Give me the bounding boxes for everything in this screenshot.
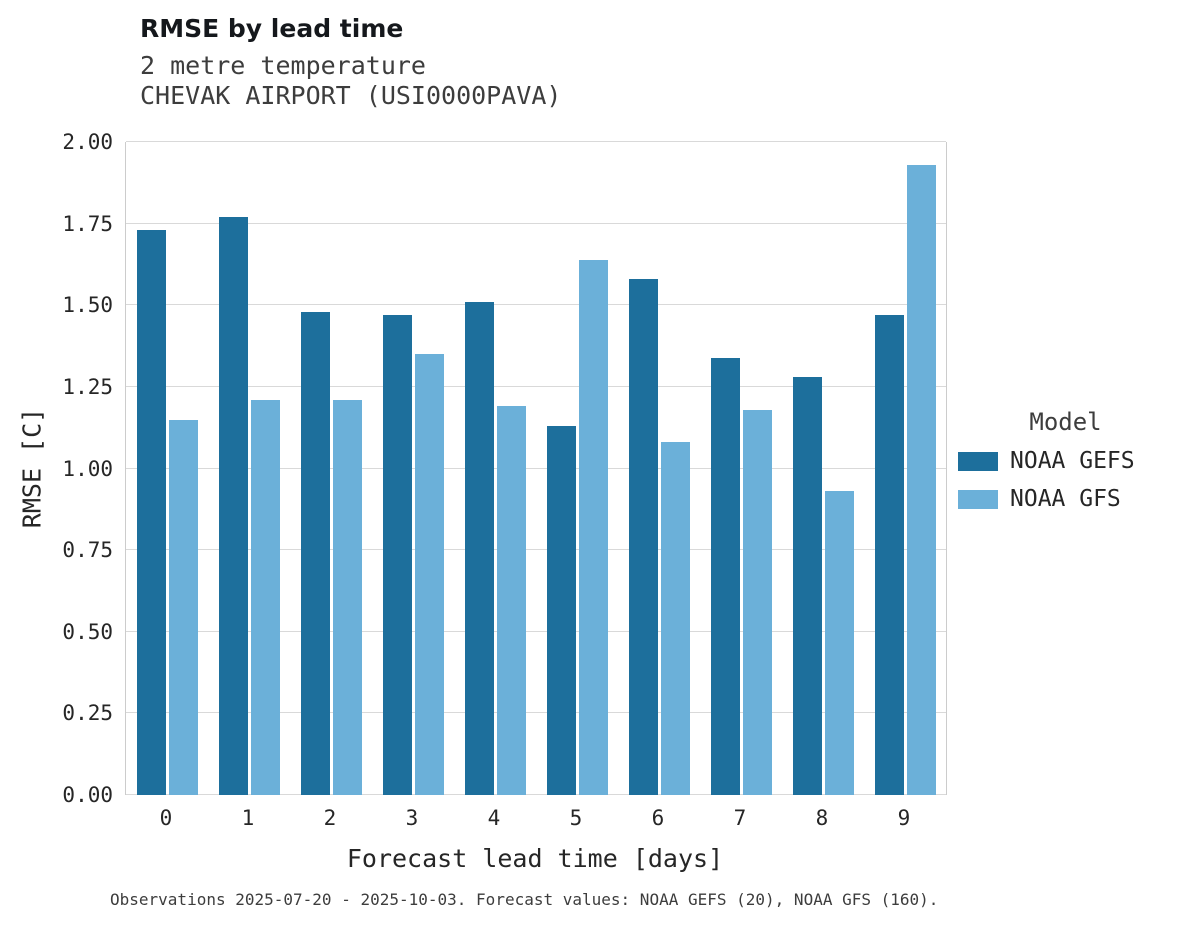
x-tick-label: 4 bbox=[487, 806, 501, 830]
bar-noaa-gfs bbox=[660, 442, 690, 795]
x-tick-label: 9 bbox=[897, 806, 911, 830]
bar-noaa-gfs bbox=[250, 399, 280, 795]
y-tick-label: 0.00 bbox=[62, 783, 113, 807]
chart-subtitle-variable: 2 metre temperature bbox=[140, 51, 426, 80]
y-tick-label: 1.75 bbox=[62, 211, 113, 236]
y-tick-label: 0.25 bbox=[62, 701, 113, 726]
y-axis-ticks: 0.00 0.25 0.50 0.75 1.00 1.25 1.50 1.75 2.00 bbox=[0, 130, 113, 807]
bar-noaa-gefs bbox=[628, 279, 658, 795]
y-tick-label: 1.50 bbox=[62, 293, 113, 318]
bar-noaa-gefs bbox=[382, 315, 412, 795]
bar-noaa-gefs bbox=[218, 217, 248, 795]
y-tick-label: 2.00 bbox=[62, 130, 113, 154]
bar-noaa-gfs bbox=[578, 259, 608, 795]
x-tick-label: 0 bbox=[159, 806, 173, 830]
bar-group-5 bbox=[536, 142, 618, 795]
legend-entries: NOAA GEFS NOAA GFS bbox=[958, 448, 1173, 512]
bar-noaa-gfs bbox=[414, 354, 444, 795]
bar-noaa-gefs bbox=[546, 426, 576, 795]
y-tick-label: 0.75 bbox=[62, 538, 113, 563]
bar-noaa-gefs bbox=[464, 302, 494, 795]
gridline bbox=[126, 304, 946, 306]
x-tick-label: 6 bbox=[651, 806, 665, 830]
bar-noaa-gefs bbox=[792, 377, 822, 795]
x-axis-label: Forecast lead time [days] bbox=[346, 844, 724, 873]
bar-noaa-gfs bbox=[168, 419, 198, 795]
x-axis-ticks: 0 1 2 3 4 5 6 7 8 9 bbox=[125, 806, 945, 830]
gridline bbox=[126, 141, 946, 142]
y-tick-label: 1.25 bbox=[62, 374, 113, 399]
gridline bbox=[126, 385, 946, 387]
bar-group-6 bbox=[618, 142, 700, 795]
x-tick-label: 2 bbox=[323, 806, 337, 830]
bar-noaa-gfs bbox=[496, 406, 526, 795]
legend-swatch bbox=[958, 451, 998, 471]
bar-group-7 bbox=[700, 142, 782, 795]
chart-title: RMSE by lead time bbox=[140, 14, 404, 43]
bar-group-0 bbox=[126, 142, 208, 795]
gridline bbox=[126, 630, 946, 632]
bar-noaa-gefs bbox=[710, 357, 740, 795]
legend: Model NOAA GEFS NOAA GFS bbox=[958, 408, 1173, 512]
bar-noaa-gefs bbox=[874, 315, 904, 795]
bar-noaa-gfs bbox=[332, 399, 362, 795]
caption: Observations 2025-07-20 - 2025-10-03. Fo… bbox=[110, 890, 939, 909]
x-tick-label: 5 bbox=[569, 806, 583, 830]
plot-area bbox=[125, 141, 947, 795]
legend-label: NOAA GFS bbox=[1010, 486, 1121, 512]
bar-group-3 bbox=[372, 142, 454, 795]
bar-noaa-gfs bbox=[824, 491, 854, 795]
bar-group-8 bbox=[782, 142, 864, 795]
x-tick-label: 8 bbox=[815, 806, 829, 830]
bar-group-1 bbox=[208, 142, 290, 795]
title-block: RMSE by lead time 2 metre temperature CH… bbox=[140, 14, 561, 111]
gridline bbox=[126, 549, 946, 551]
y-tick-label: 1.00 bbox=[62, 456, 113, 481]
bar-group-9 bbox=[864, 142, 946, 795]
x-tick-label: 7 bbox=[733, 806, 747, 830]
legend-title: Model bbox=[1029, 408, 1102, 436]
y-tick-label: 0.50 bbox=[62, 619, 113, 644]
bar-group-2 bbox=[290, 142, 372, 795]
bar-groups bbox=[126, 142, 946, 795]
bar-noaa-gfs bbox=[742, 409, 772, 795]
chart-subtitle-station: CHEVAK AIRPORT (USI0000PAVA) bbox=[140, 81, 562, 110]
legend-swatch bbox=[958, 489, 998, 509]
bar-noaa-gefs bbox=[136, 230, 166, 795]
gridline bbox=[126, 794, 946, 795]
gridlines bbox=[126, 141, 946, 795]
gridline bbox=[126, 467, 946, 469]
gridline bbox=[126, 712, 946, 714]
x-tick-label: 1 bbox=[241, 806, 255, 830]
x-tick-label: 3 bbox=[405, 806, 419, 830]
bar-noaa-gefs bbox=[300, 311, 330, 795]
bar-noaa-gfs bbox=[906, 164, 936, 795]
legend-entry: NOAA GFS bbox=[958, 486, 1173, 512]
gridline bbox=[126, 222, 946, 224]
legend-entry: NOAA GEFS bbox=[958, 448, 1173, 474]
legend-label: NOAA GEFS bbox=[1010, 448, 1135, 474]
bar-group-4 bbox=[454, 142, 536, 795]
